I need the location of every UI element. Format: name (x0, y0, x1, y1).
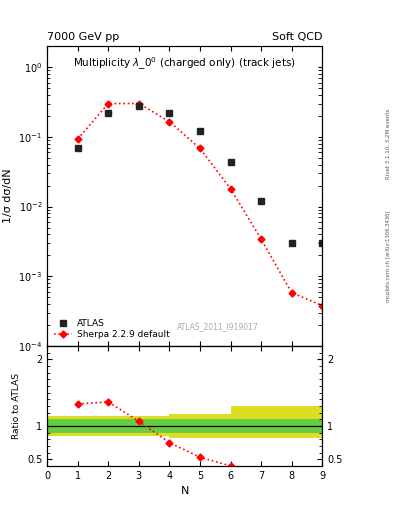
ATLAS (259, 198, 263, 204)
ATLAS (136, 102, 141, 109)
Y-axis label: 1/σ dσ/dN: 1/σ dσ/dN (2, 169, 13, 223)
X-axis label: N: N (180, 486, 189, 496)
Text: 7000 GeV pp: 7000 GeV pp (47, 32, 119, 41)
Sherpa 2.2.9 default (198, 145, 202, 152)
Sherpa 2.2.9 default (289, 290, 294, 296)
Line: ATLAS: ATLAS (74, 102, 326, 246)
Text: Multiplicity $\lambda\_0^0$ (charged only) (track jets): Multiplicity $\lambda\_0^0$ (charged onl… (73, 55, 296, 72)
Text: Soft QCD: Soft QCD (272, 32, 322, 41)
Sherpa 2.2.9 default (259, 236, 263, 242)
ATLAS (228, 159, 233, 165)
Line: Sherpa 2.2.9 default: Sherpa 2.2.9 default (75, 101, 325, 308)
Text: ATLAS_2011_I919017: ATLAS_2011_I919017 (177, 322, 259, 331)
ATLAS (167, 110, 172, 116)
ATLAS (320, 240, 325, 246)
Y-axis label: Ratio to ATLAS: Ratio to ATLAS (12, 373, 21, 439)
Sherpa 2.2.9 default (75, 136, 80, 142)
Sherpa 2.2.9 default (136, 100, 141, 106)
ATLAS (75, 144, 80, 151)
ATLAS (289, 240, 294, 246)
Text: Rivet 3.1.10, 3.2M events: Rivet 3.1.10, 3.2M events (386, 108, 391, 179)
Sherpa 2.2.9 default (167, 119, 172, 125)
Legend: ATLAS, Sherpa 2.2.9 default: ATLAS, Sherpa 2.2.9 default (51, 316, 173, 342)
ATLAS (198, 128, 202, 134)
Text: mcplots.cern.ch [arXiv:1306.3436]: mcplots.cern.ch [arXiv:1306.3436] (386, 210, 391, 302)
Sherpa 2.2.9 default (320, 303, 325, 309)
ATLAS (106, 110, 111, 116)
Sherpa 2.2.9 default (106, 100, 111, 106)
Sherpa 2.2.9 default (228, 186, 233, 192)
